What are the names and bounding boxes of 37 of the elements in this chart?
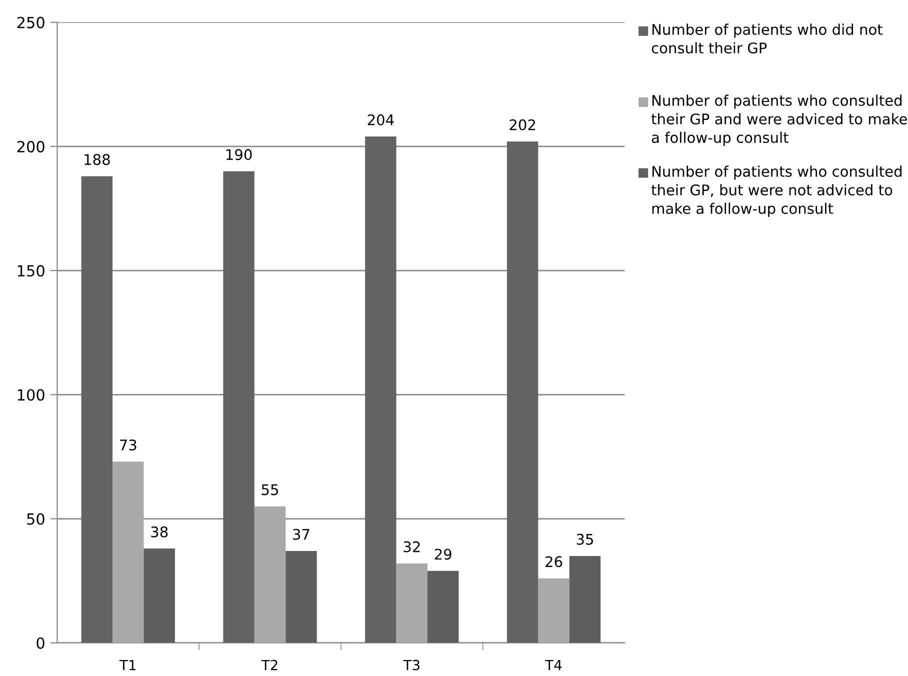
data-label: 190 <box>226 149 252 160</box>
y-tick-label: 200 <box>17 140 44 152</box>
bar <box>254 506 286 643</box>
bar <box>286 551 317 643</box>
y-tick-label: 100 <box>18 389 44 401</box>
x-tick-label: T4 <box>545 660 562 670</box>
y-tick-label: 250 <box>17 16 44 28</box>
bar <box>81 176 113 643</box>
bar <box>428 570 459 643</box>
data-label: 38 <box>151 526 168 538</box>
data-label: 202 <box>510 119 536 130</box>
data-label: 35 <box>576 534 593 545</box>
bar <box>538 578 570 643</box>
data-label: 204 <box>368 114 394 126</box>
data-label: 37 <box>293 528 310 540</box>
bar <box>112 462 144 643</box>
x-tick-label: T2 <box>261 660 278 670</box>
bar <box>144 548 175 643</box>
data-label: 188 <box>84 154 110 166</box>
legend-label: Number of patients who did not consult their GP <box>652 24 883 54</box>
x-tick-label: T1 <box>119 660 136 670</box>
data-label: 32 <box>404 541 420 552</box>
bar <box>365 136 396 643</box>
y-tick-label: 0 <box>36 637 44 649</box>
bar <box>223 171 254 643</box>
legend-label: Number of patients who consulted their GP and were adviced to make a follow-up consult <box>651 94 907 146</box>
legend-label: Number of patients who consulted their GP, but were not adviced to make a follow-up consult <box>651 166 902 217</box>
bar <box>506 141 538 643</box>
x-tick-label: T3 <box>403 660 420 670</box>
data-label: 26 <box>546 556 562 568</box>
bar <box>396 563 428 643</box>
data-label: 73 <box>120 439 136 451</box>
data-label: 55 <box>262 484 278 496</box>
data-label: 29 <box>434 548 452 560</box>
y-tick-label: 50 <box>27 513 44 525</box>
y-tick-label: 150 <box>18 265 44 277</box>
bar <box>569 556 601 643</box>
